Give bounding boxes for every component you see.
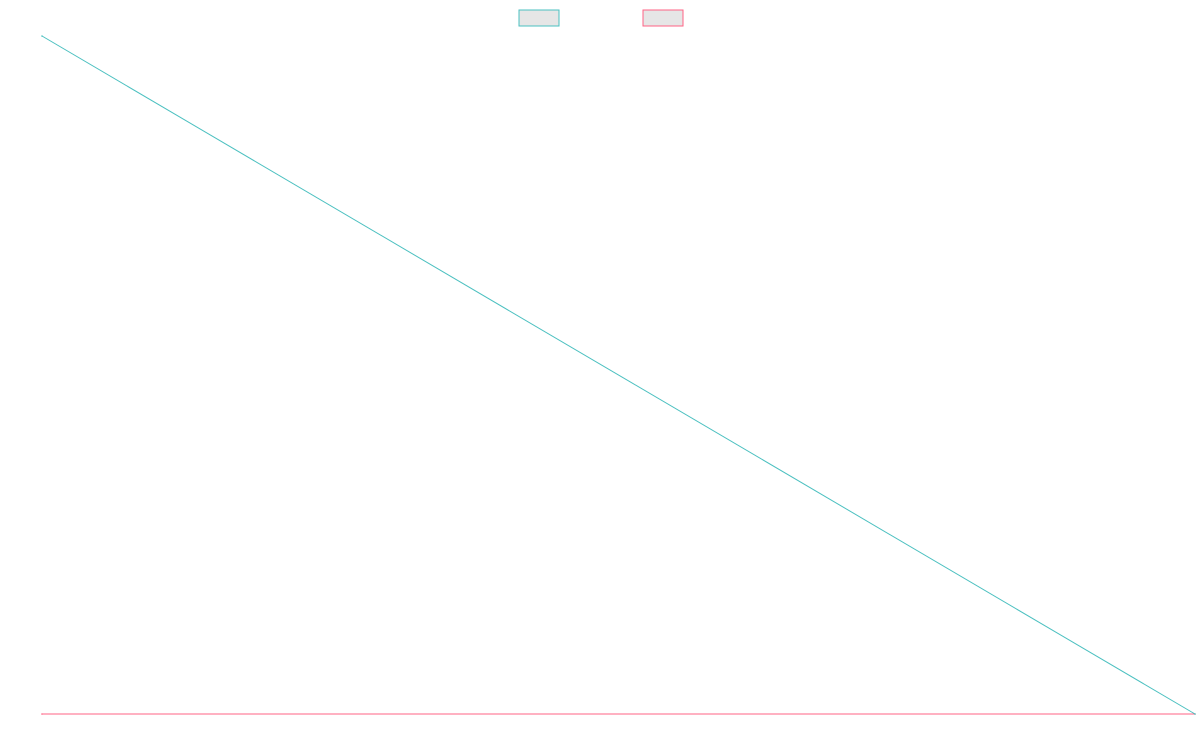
series-line-1 bbox=[41, 35, 1196, 715]
series-1-point-1[interactable] bbox=[41, 35, 43, 37]
series-2-point-1[interactable] bbox=[41, 713, 43, 715]
legend-swatch-1[interactable] bbox=[518, 9, 560, 27]
legend[interactable] bbox=[518, 9, 684, 27]
legend-item-2[interactable] bbox=[642, 9, 684, 27]
legend-item-1[interactable] bbox=[518, 9, 560, 27]
series-layer bbox=[41, 35, 1196, 715]
legend-swatch-2[interactable] bbox=[642, 9, 684, 27]
series-1-point-2[interactable] bbox=[1194, 713, 1196, 715]
